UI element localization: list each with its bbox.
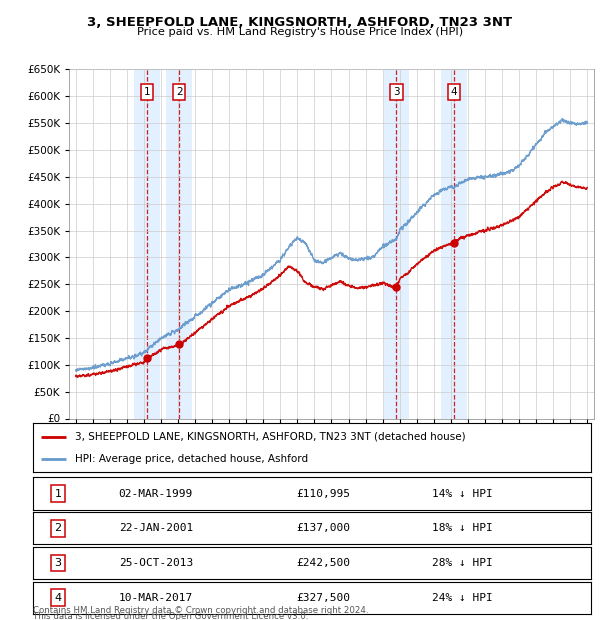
- Text: 2: 2: [176, 87, 182, 97]
- Bar: [134, 69, 160, 419]
- Text: 3, SHEEPFOLD LANE, KINGSNORTH, ASHFORD, TN23 3NT (detached house): 3, SHEEPFOLD LANE, KINGSNORTH, ASHFORD, …: [75, 432, 466, 441]
- Text: 1: 1: [143, 87, 150, 97]
- Text: 28% ↓ HPI: 28% ↓ HPI: [432, 558, 493, 568]
- Text: 10-MAR-2017: 10-MAR-2017: [119, 593, 193, 603]
- Bar: [383, 69, 409, 419]
- Text: 24% ↓ HPI: 24% ↓ HPI: [432, 593, 493, 603]
- Text: 14% ↓ HPI: 14% ↓ HPI: [432, 489, 493, 498]
- Text: Contains HM Land Registry data © Crown copyright and database right 2024.: Contains HM Land Registry data © Crown c…: [33, 606, 368, 615]
- Text: £137,000: £137,000: [296, 523, 350, 533]
- Text: £242,500: £242,500: [296, 558, 350, 568]
- Text: 3, SHEEPFOLD LANE, KINGSNORTH, ASHFORD, TN23 3NT: 3, SHEEPFOLD LANE, KINGSNORTH, ASHFORD, …: [88, 16, 512, 29]
- Text: HPI: Average price, detached house, Ashford: HPI: Average price, detached house, Ashf…: [75, 454, 308, 464]
- Text: 02-MAR-1999: 02-MAR-1999: [119, 489, 193, 498]
- Text: £327,500: £327,500: [296, 593, 350, 603]
- Bar: [441, 69, 467, 419]
- Text: 3: 3: [393, 87, 400, 97]
- Text: £110,995: £110,995: [296, 489, 350, 498]
- Text: 3: 3: [55, 558, 62, 568]
- Text: 18% ↓ HPI: 18% ↓ HPI: [432, 523, 493, 533]
- Text: 2: 2: [55, 523, 62, 533]
- Text: 22-JAN-2001: 22-JAN-2001: [119, 523, 193, 533]
- Text: 25-OCT-2013: 25-OCT-2013: [119, 558, 193, 568]
- Text: 4: 4: [55, 593, 62, 603]
- Text: Price paid vs. HM Land Registry's House Price Index (HPI): Price paid vs. HM Land Registry's House …: [137, 27, 463, 37]
- Text: This data is licensed under the Open Government Licence v3.0.: This data is licensed under the Open Gov…: [33, 612, 308, 620]
- Text: 1: 1: [55, 489, 62, 498]
- Text: 4: 4: [451, 87, 457, 97]
- Bar: [166, 69, 192, 419]
